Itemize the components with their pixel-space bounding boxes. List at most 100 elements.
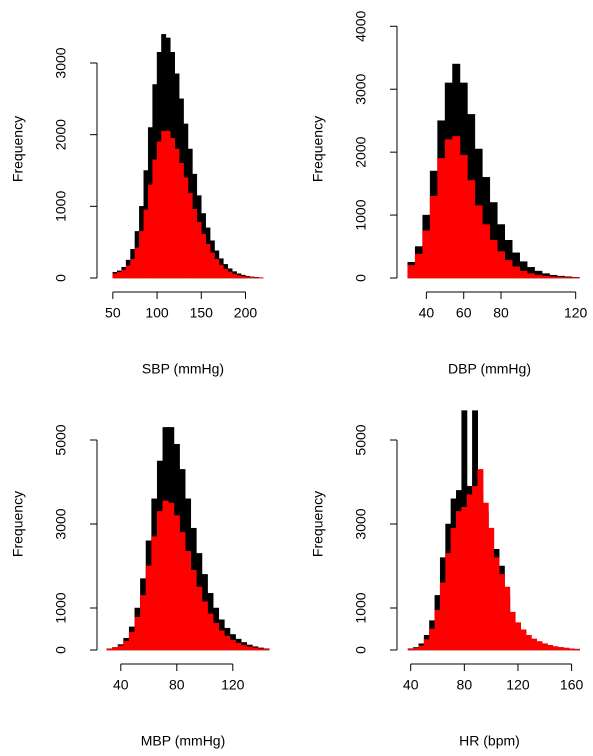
histogram-bar: [494, 558, 499, 650]
histogram-bar: [472, 486, 477, 650]
y-tick-label: 1000: [53, 592, 69, 623]
histogram-bar: [497, 252, 504, 278]
histogram-bar: [140, 595, 146, 650]
x-axis-title: SBP (mmHg): [142, 361, 224, 377]
x-tick-label: 60: [456, 305, 472, 321]
x-axis-title: DBP (mmHg): [448, 361, 531, 377]
histogram-bar: [241, 276, 245, 278]
histogram-bar: [157, 511, 163, 650]
y-tick-label: 0: [353, 274, 369, 282]
histogram-bar: [460, 155, 467, 278]
histogram-bar: [520, 271, 527, 278]
histogram-bar: [146, 566, 152, 650]
y-tick-label: 5000: [353, 424, 369, 455]
histogram-bar: [521, 630, 526, 650]
histogram-bar: [230, 640, 236, 650]
histogram-bar: [438, 158, 445, 278]
y-tick-label: 1000: [353, 199, 369, 230]
y-tick-label: 1000: [353, 592, 369, 623]
histogram-bar: [124, 641, 130, 650]
histogram-bar: [510, 612, 515, 650]
histogram-bar: [237, 275, 241, 278]
histogram-bar: [135, 248, 139, 278]
y-tick-label: 0: [353, 646, 369, 654]
y-tick-label: 0: [53, 274, 69, 282]
histogram-bar: [223, 269, 227, 278]
histogram-bar: [236, 643, 242, 650]
histogram-bar: [245, 277, 249, 278]
histogram-bar: [415, 254, 422, 278]
histogram-bar: [467, 495, 472, 650]
histogram-bar: [184, 178, 188, 278]
y-axis-title: Frequency: [10, 491, 26, 557]
histogram-bar: [180, 532, 186, 650]
histogram-bar: [175, 149, 179, 278]
histogram-bar: [131, 259, 135, 278]
histogram-bar: [453, 136, 460, 278]
y-tick-label: 5000: [53, 424, 69, 455]
histogram-bar: [210, 253, 214, 278]
histogram-bar: [117, 272, 121, 278]
x-tick-label: 40: [419, 305, 435, 321]
histogram-bar: [423, 231, 430, 278]
histogram-bar: [527, 274, 534, 278]
histogram-bar: [219, 265, 223, 278]
histogram-bar: [179, 163, 183, 278]
histogram-bar: [553, 647, 558, 650]
histogram-bar: [144, 210, 148, 278]
histogram-bar: [462, 507, 467, 650]
histogram-bar: [547, 645, 552, 650]
histogram-bar: [112, 648, 118, 650]
histogram-bar: [196, 587, 202, 650]
histogram-bar: [456, 511, 461, 650]
histogram-bar: [129, 632, 135, 650]
histogram-bar: [488, 528, 493, 650]
histogram-bar: [564, 277, 571, 278]
histogram-bar: [139, 231, 143, 278]
x-tick-label: 40: [403, 677, 419, 693]
histogram-bar: [467, 180, 474, 278]
histogram-bar: [206, 244, 210, 278]
x-tick-label: 80: [457, 677, 473, 693]
histogram-bar: [512, 267, 519, 278]
histogram-bar: [537, 642, 542, 650]
y-tick-label: 1000: [53, 191, 69, 222]
y-tick-label: 3000: [353, 73, 369, 104]
histogram-bar: [228, 272, 232, 278]
histogram-bar: [208, 614, 214, 650]
histogram-bar: [232, 274, 236, 278]
x-tick-label: 200: [234, 305, 258, 321]
histogram-bar: [408, 649, 413, 650]
histogram-bar: [215, 259, 219, 278]
histogram-bar: [126, 266, 130, 278]
histogram-bar: [535, 275, 542, 278]
histogram-bar: [429, 629, 434, 650]
x-tick-label: 120: [221, 677, 245, 693]
histogram-bar: [574, 649, 579, 650]
histogram-bar: [531, 639, 536, 650]
histogram-bar: [166, 131, 170, 278]
histogram-bar: [557, 277, 564, 278]
histogram-bar: [122, 270, 126, 278]
histogram-bar: [118, 646, 124, 650]
histogram-bar: [490, 240, 497, 278]
histogram-bar: [168, 503, 174, 650]
y-axis-title: Frequency: [310, 116, 326, 182]
x-tick-label: 150: [190, 305, 214, 321]
y-axis-title: Frequency: [10, 116, 26, 182]
y-tick-label: 4000: [353, 11, 369, 42]
histogram-bar: [542, 276, 549, 278]
histogram-bar: [153, 160, 157, 278]
histogram-bar: [188, 193, 192, 278]
histogram-bar: [113, 274, 117, 278]
histogram-bar: [482, 225, 489, 278]
y-tick-label: 3000: [53, 508, 69, 539]
histogram-bar: [445, 140, 452, 278]
histogram-bar: [213, 623, 219, 650]
histogram-bar: [430, 196, 437, 278]
histogram-bar: [550, 277, 557, 278]
histogram-bar: [107, 649, 113, 650]
histogram-bar: [505, 260, 512, 278]
histogram-bar: [148, 185, 152, 278]
